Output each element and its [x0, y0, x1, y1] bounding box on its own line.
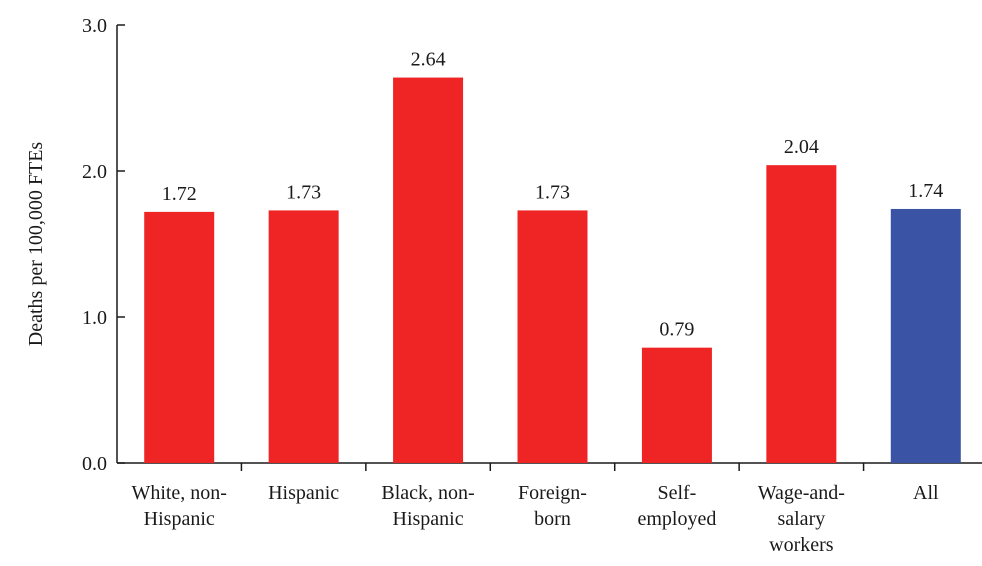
bar — [268, 210, 339, 463]
bar-value-label: 0.79 — [659, 319, 694, 341]
x-category-label-line: Hispanic — [268, 482, 339, 504]
x-category-label-line: Hispanic — [144, 508, 215, 530]
x-category-label: White, non- Hispanic — [131, 482, 227, 530]
bar-value-label: 2.64 — [411, 49, 446, 71]
bar — [766, 165, 837, 463]
x-category-label: Wage-and-salary workers — [758, 482, 845, 556]
x-category-label-line: Wage-and- — [758, 482, 845, 504]
bar-value-label: 1.74 — [908, 180, 943, 202]
x-category-label-line: born — [534, 508, 571, 530]
bar-value-label: 1.73 — [286, 181, 321, 203]
y-tick-label: 2.0 — [82, 161, 107, 183]
x-category-label: Black, non- Hispanic — [381, 482, 474, 530]
y-tick-label: 1.0 — [82, 307, 107, 329]
bar — [890, 208, 961, 463]
y-axis-title: Deaths per 100,000 FTEs — [25, 142, 47, 347]
x-category-label-line: Black, non- — [381, 482, 474, 504]
x-category-label: Hispanic — [268, 482, 339, 504]
bar — [641, 347, 712, 463]
x-category-label-line: All — [913, 482, 939, 504]
data-labels-group: 1.72 1.73 2.64 1.73 0.79 2.04 1.74 — [162, 49, 944, 341]
bar — [393, 77, 464, 463]
x-category-label-line: Self- — [657, 482, 696, 504]
bar — [144, 211, 215, 463]
x-category-label-line: employed — [637, 508, 716, 530]
x-category-label-line: Foreign- — [518, 482, 587, 504]
x-axis — [117, 462, 982, 471]
bar — [517, 210, 588, 463]
category-labels-group: White, non- Hispanic Hispanic Black, non- Hi… — [131, 482, 939, 556]
x-category-label-line: White, non- — [131, 482, 227, 504]
x-category-label-line: salary — [777, 508, 825, 530]
x-category-label: Foreign-born — [518, 482, 587, 530]
bar-value-label: 1.72 — [162, 183, 197, 205]
x-category-label: Self-employed — [637, 482, 716, 530]
bars-group — [144, 77, 961, 463]
bar-value-label: 2.04 — [784, 136, 819, 158]
x-category-label: All — [913, 482, 939, 504]
y-tick-label: 3.0 — [82, 15, 107, 37]
y-axis: 0.0 1.0 2.0 3.0 — [82, 15, 125, 475]
bar-value-label: 1.73 — [535, 181, 570, 203]
x-category-label-line: Hispanic — [393, 508, 464, 530]
x-category-label-line: workers — [769, 534, 834, 556]
y-tick-label: 0.0 — [82, 453, 107, 475]
